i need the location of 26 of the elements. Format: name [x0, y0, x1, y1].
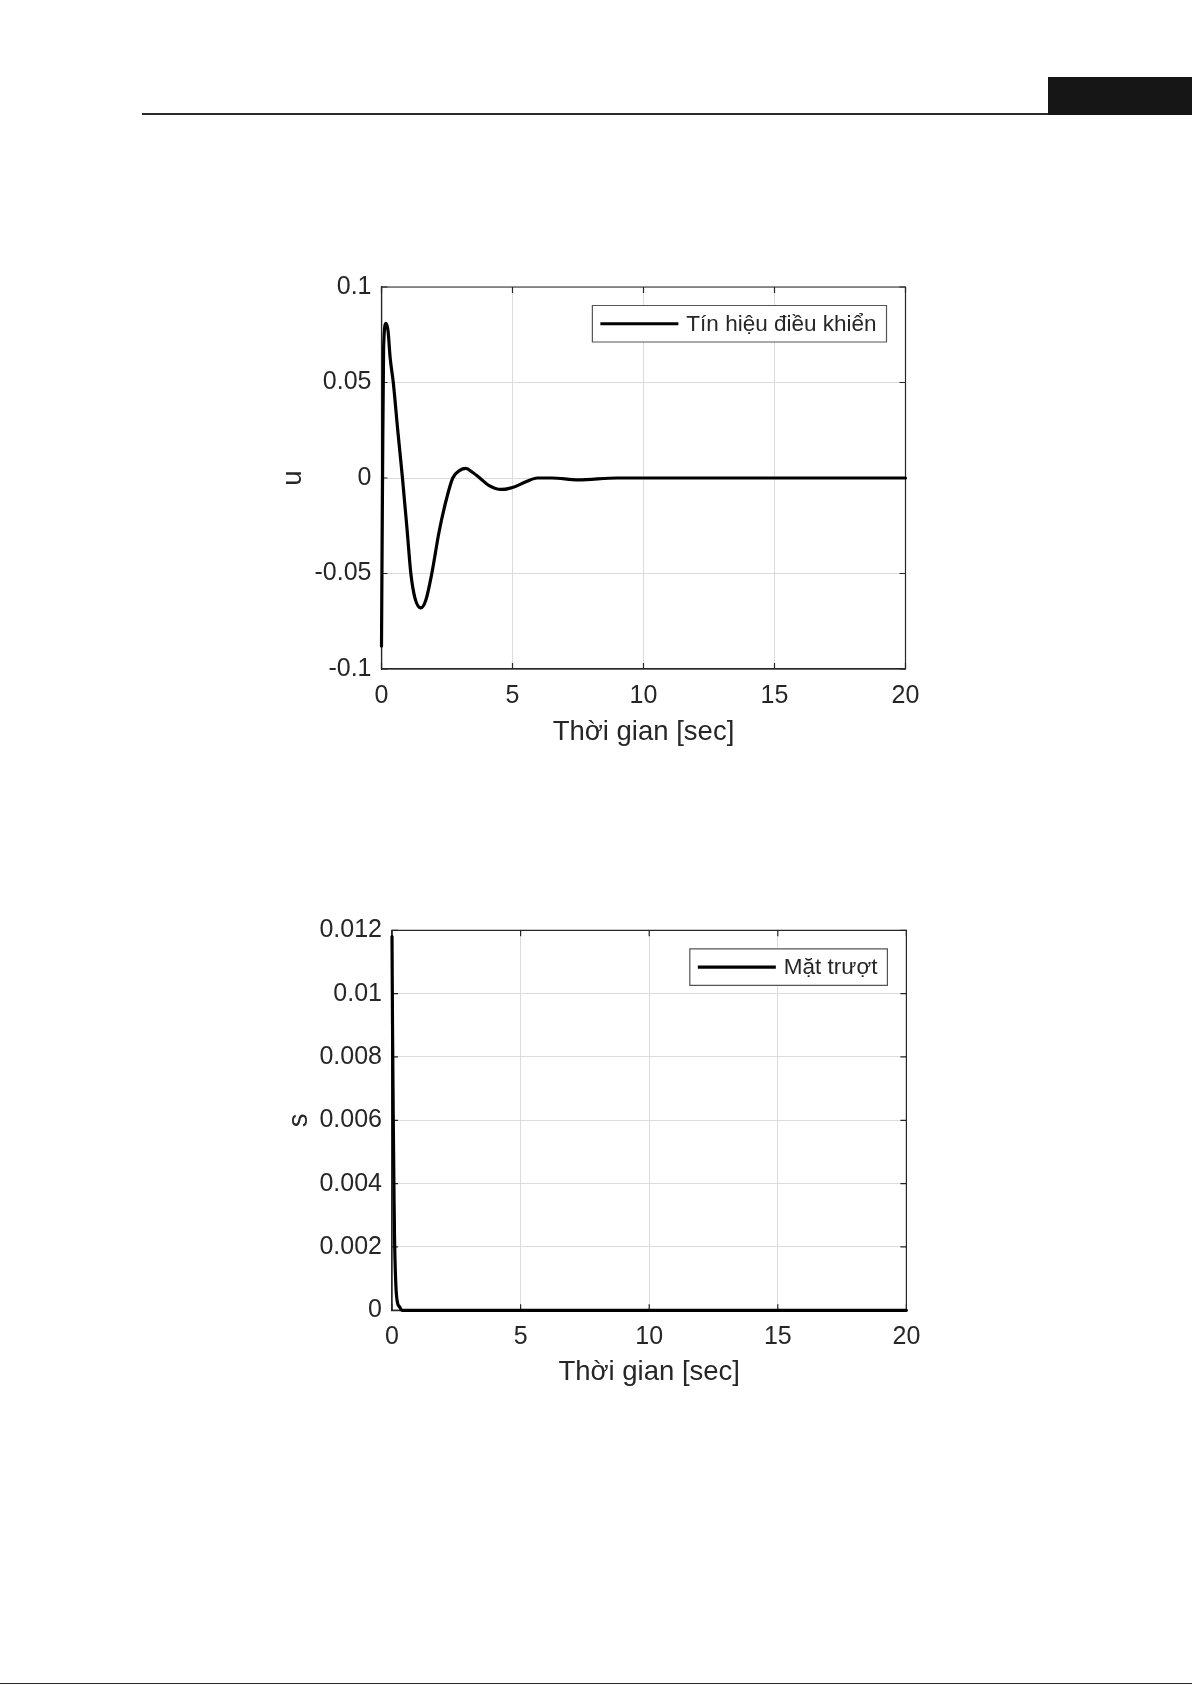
y-tick-label: 0.006 [319, 1104, 382, 1133]
y-tick-label: 0 [368, 1294, 382, 1323]
x-axis-title: Thời gian [sec] [558, 1355, 740, 1387]
y-tick-label: 0.002 [319, 1230, 382, 1259]
x-axis-title: Thời gian [sec] [552, 715, 735, 747]
x-tick-label: 15 [760, 679, 789, 708]
y-axis-title: s [282, 1113, 314, 1128]
x-tick-label: 10 [629, 679, 658, 708]
y-tick-label: 0.01 [333, 977, 382, 1006]
y-tick-label: 0 [357, 461, 372, 490]
y-axis-title: u [275, 470, 307, 486]
x-tick-label: 5 [513, 1321, 528, 1350]
x-tick-label: 20 [891, 679, 920, 708]
y-tick-label: 0.012 [319, 914, 382, 943]
y-tick-label: 0.008 [319, 1040, 382, 1069]
legend-label: Mặt trượt [783, 954, 879, 980]
x-tick-label: 10 [635, 1321, 664, 1350]
x-tick-label: 5 [505, 679, 520, 708]
x-tick-label: 15 [763, 1321, 792, 1350]
y-tick-label: -0.1 [328, 652, 372, 681]
y-tick-label: 0.004 [319, 1167, 383, 1196]
y-tick-label: 0.1 [336, 270, 372, 299]
y-tick-label: 0.05 [322, 366, 372, 395]
y-tick-label: -0.05 [314, 557, 372, 586]
legend-label: Tín hiệu điều khiển [686, 310, 877, 336]
x-tick-label: 20 [892, 1321, 921, 1350]
